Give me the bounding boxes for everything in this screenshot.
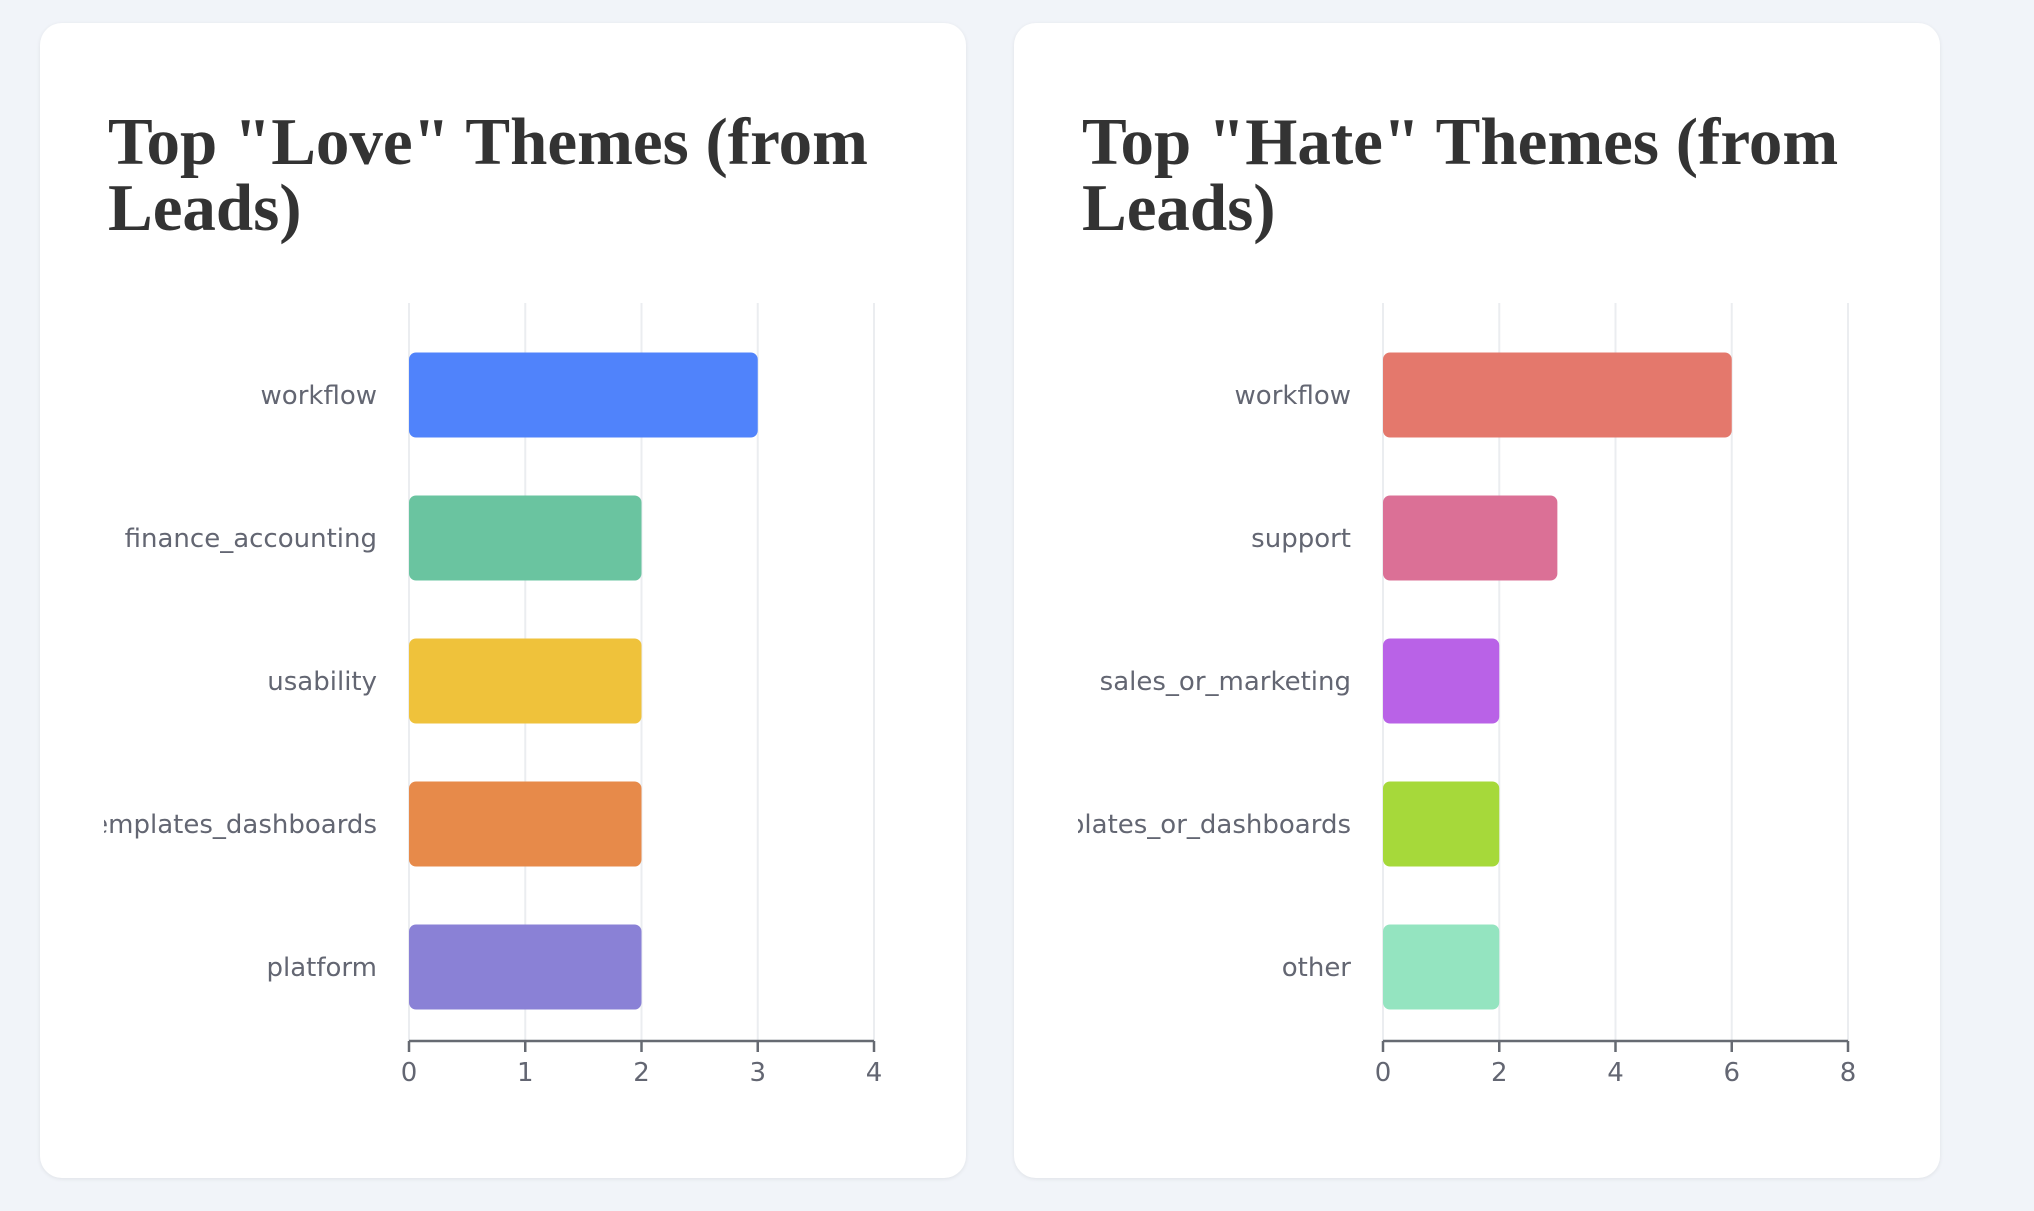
category-label: platform: [267, 953, 377, 983]
bar-sales_or_marketing[interactable]: [1383, 638, 1500, 724]
category-label: templates_or_dashboards: [1016, 810, 1351, 840]
bar-templates_or_dashboards[interactable]: [1383, 781, 1500, 867]
x-tick-label: 2: [633, 1058, 650, 1088]
category-label: usability: [267, 667, 377, 697]
x-tick-label: 4: [1607, 1058, 1624, 1088]
bar-finance_accounting[interactable]: [409, 495, 642, 581]
hate-themes-card: Top "Hate" Themes (from Leads) workflow s…: [1014, 23, 1940, 1178]
x-tick-label: 1: [517, 1058, 534, 1088]
bar-usability[interactable]: [409, 638, 642, 724]
x-tick-label: 4: [866, 1058, 883, 1088]
hate-chart-title: Top "Hate" Themes (from Leads): [1082, 105, 1839, 245]
bar-other[interactable]: [1383, 924, 1500, 1010]
category-label: templates_dashboards: [82, 810, 377, 840]
x-tick-label: 8: [1840, 1058, 1857, 1088]
category-label: workflow: [1235, 381, 1351, 411]
x-tick-label: 3: [749, 1058, 766, 1088]
bar-support[interactable]: [1383, 495, 1558, 581]
x-tick-label: 2: [1491, 1058, 1508, 1088]
bar-workflow[interactable]: [1383, 352, 1732, 438]
love-themes-card: Top "Love" Themes (from Leads) workflow f…: [40, 23, 966, 1178]
category-label: other: [1282, 953, 1352, 983]
bar-templates_dashboards[interactable]: [409, 781, 642, 867]
bar-workflow[interactable]: [409, 352, 758, 438]
category-label: support: [1251, 524, 1351, 554]
bar-platform[interactable]: [409, 924, 642, 1010]
love-chart-title: Top "Love" Themes (from Leads): [108, 105, 868, 245]
x-tick-label: 6: [1723, 1058, 1740, 1088]
category-label: finance_accounting: [125, 524, 377, 554]
category-label: sales_or_marketing: [1100, 667, 1351, 697]
hate-themes-chart: workflow support sales_or_marketingtemplat…: [1016, 303, 1857, 1088]
category-label: workflow: [261, 381, 377, 411]
x-tick-label: 0: [1375, 1058, 1392, 1088]
x-tick-label: 0: [401, 1058, 418, 1088]
love-themes-chart: workflow finance_accounting usability templ…: [82, 303, 883, 1088]
